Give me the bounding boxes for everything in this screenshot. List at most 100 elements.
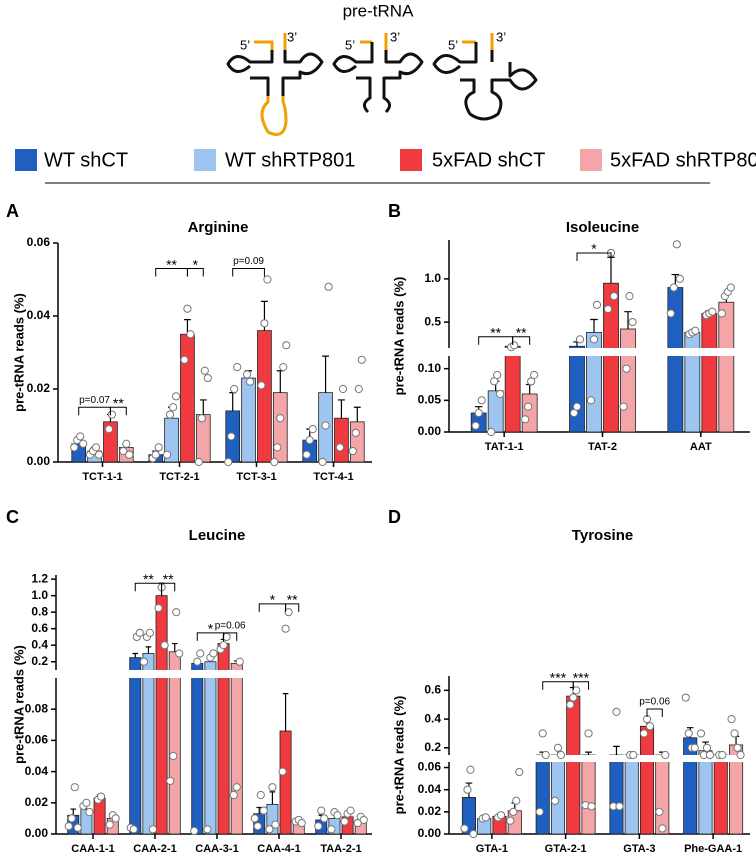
data-point bbox=[655, 807, 664, 816]
error-bar bbox=[70, 808, 77, 816]
y-tick-label: 0.06 bbox=[27, 235, 51, 249]
data-point bbox=[175, 649, 184, 658]
data-point bbox=[96, 792, 106, 801]
y-tick-label: 0.02 bbox=[25, 795, 49, 809]
significance-bracket bbox=[186, 268, 204, 277]
significance-bracket bbox=[576, 252, 612, 261]
data-point bbox=[553, 743, 563, 752]
data-point bbox=[169, 751, 178, 761]
data-point bbox=[629, 750, 638, 760]
data-point bbox=[584, 729, 593, 738]
error-bar bbox=[624, 311, 632, 329]
data-point bbox=[481, 813, 490, 822]
data-point bbox=[348, 446, 357, 456]
data-point bbox=[515, 767, 524, 777]
error-bar bbox=[199, 399, 207, 415]
data-point bbox=[180, 355, 189, 364]
significance-label: ** bbox=[166, 256, 177, 272]
chart-title: Arginine bbox=[188, 219, 249, 236]
data-point bbox=[151, 450, 160, 459]
data-point bbox=[661, 750, 670, 760]
bar bbox=[93, 797, 106, 835]
data-point bbox=[79, 439, 88, 448]
data-point bbox=[733, 743, 742, 752]
axis-break bbox=[48, 670, 376, 678]
data-point bbox=[183, 304, 192, 313]
x-tick-label: CAA-4-1 bbox=[257, 843, 300, 855]
y-tick-label: 0.6 bbox=[31, 621, 48, 635]
data-point bbox=[154, 603, 163, 613]
error-bar bbox=[525, 383, 534, 394]
three-prime: 3’ bbox=[390, 29, 400, 44]
data-point bbox=[148, 825, 158, 834]
x-tick-label: CAA-2-1 bbox=[133, 843, 176, 855]
data-point bbox=[105, 820, 114, 829]
data-point bbox=[209, 649, 218, 658]
bar bbox=[586, 332, 602, 433]
data-point bbox=[535, 807, 544, 816]
data-point bbox=[122, 439, 131, 448]
significance-bracket bbox=[646, 708, 663, 718]
data-point bbox=[708, 307, 717, 316]
data-point bbox=[586, 396, 596, 405]
chart-title: Tyrosine bbox=[572, 527, 633, 544]
error-bar bbox=[585, 751, 592, 755]
y-tick-label: 0.02 bbox=[27, 381, 51, 395]
x-tick-label: TCT-2-1 bbox=[159, 471, 199, 483]
legend-label: 5xFAD shRTP801 bbox=[610, 149, 756, 171]
data-point bbox=[612, 707, 621, 717]
chart-title: Leucine bbox=[189, 527, 246, 544]
data-point bbox=[279, 363, 288, 372]
error-bar bbox=[171, 642, 178, 652]
bar bbox=[129, 657, 142, 835]
data-point bbox=[684, 729, 693, 738]
data-point bbox=[82, 798, 91, 807]
data-point bbox=[575, 335, 585, 344]
bar bbox=[521, 393, 538, 433]
data-point bbox=[168, 403, 178, 412]
data-point bbox=[509, 807, 518, 816]
data-point bbox=[70, 783, 79, 792]
y-tick-label: 1.0 bbox=[424, 271, 441, 285]
y-tick-label: 0.4 bbox=[424, 711, 441, 725]
legend-swatch bbox=[580, 149, 602, 171]
x-tick-label: TAA-2-1 bbox=[320, 843, 361, 855]
y-tick-label: 0.4 bbox=[31, 637, 48, 651]
data-point bbox=[566, 700, 575, 709]
error-bar bbox=[282, 693, 289, 732]
data-point bbox=[615, 802, 624, 811]
data-point bbox=[119, 446, 128, 456]
significance-label: * bbox=[208, 621, 214, 637]
data-point bbox=[64, 822, 73, 831]
three-prime: 3’ bbox=[496, 29, 506, 44]
significance-bracket bbox=[285, 603, 300, 612]
data-point bbox=[335, 443, 345, 452]
x-tick-label: GTA-3 bbox=[623, 843, 655, 855]
data-point bbox=[160, 641, 169, 650]
bar bbox=[142, 653, 155, 835]
x-tick-label: TCT-3-1 bbox=[236, 471, 276, 483]
error-bar bbox=[607, 256, 615, 284]
data-point bbox=[512, 796, 521, 805]
y-tick-label: 0.05 bbox=[418, 393, 442, 407]
significance-label: p=0.09 bbox=[233, 256, 264, 267]
y-tick-label: 0.5 bbox=[424, 314, 441, 328]
data-point bbox=[197, 414, 206, 423]
data-point bbox=[321, 421, 330, 430]
data-point bbox=[107, 410, 117, 419]
data-point bbox=[506, 816, 515, 825]
data-point bbox=[194, 457, 203, 467]
bar bbox=[279, 730, 292, 835]
data-point bbox=[165, 410, 175, 419]
data-point bbox=[666, 309, 675, 318]
data-point bbox=[592, 300, 602, 309]
bar bbox=[566, 695, 581, 835]
bar bbox=[569, 345, 585, 433]
data-point bbox=[672, 240, 681, 249]
trna-2: 5’ 3’ bbox=[332, 29, 424, 114]
y-axis-label: pre-tRNA reads (%) bbox=[11, 293, 26, 412]
significance-label: *** bbox=[573, 669, 590, 685]
data-point bbox=[259, 806, 268, 815]
data-point bbox=[232, 783, 241, 792]
bar bbox=[581, 754, 596, 835]
